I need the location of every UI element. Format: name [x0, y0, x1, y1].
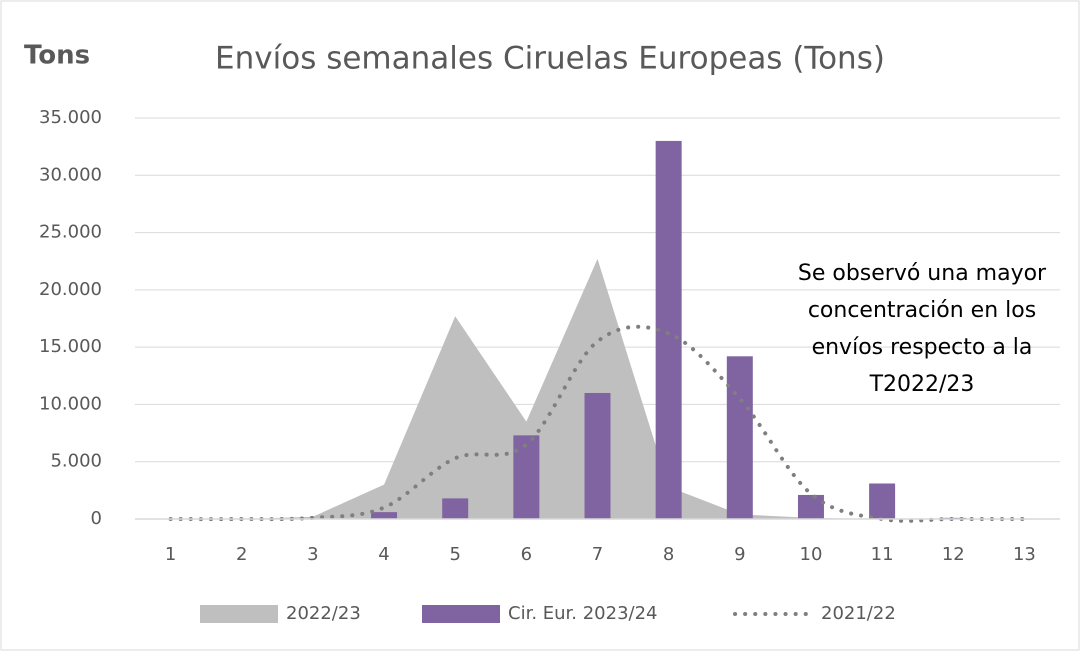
- annotation: concentración en los: [808, 298, 1036, 323]
- x-tick-label: 8: [663, 544, 674, 565]
- y-tick-label: 20.000: [39, 279, 102, 300]
- chart-title: Envíos semanales Ciruelas Europeas (Tons…: [215, 41, 885, 77]
- y-axis-label: Tons: [24, 41, 90, 71]
- x-tick-label: 13: [1013, 544, 1036, 565]
- legend-label: 2021/22: [821, 603, 896, 624]
- y-tick-label: 5.000: [50, 451, 102, 472]
- x-tick-label: 1: [165, 544, 176, 565]
- legend-swatch: [200, 605, 278, 623]
- x-tick-label: 2: [236, 544, 247, 565]
- legend-label: 2022/23: [286, 603, 361, 624]
- x-tick-label: 12: [942, 544, 965, 565]
- y-tick-label: 15.000: [39, 336, 102, 357]
- legend-swatch: [422, 605, 500, 623]
- legend-label: Cir. Eur. 2023/24: [508, 603, 658, 624]
- bar: [371, 512, 398, 519]
- x-tick-label: 4: [378, 544, 389, 565]
- x-tick-label: 7: [592, 544, 603, 565]
- annotation: envíos respecto a la: [812, 335, 1033, 360]
- y-tick-label: 35.000: [39, 107, 102, 128]
- annotation: T2022/23: [869, 372, 975, 397]
- x-tick-label: 11: [871, 544, 894, 565]
- y-tick-label: 25.000: [39, 222, 102, 243]
- area: [170, 258, 1025, 519]
- bar: [726, 356, 753, 519]
- y-tick-label: 30.000: [39, 164, 102, 185]
- x-tick-label: 10: [800, 544, 823, 565]
- y-tick-label: 0: [91, 508, 102, 529]
- bar: [513, 435, 540, 519]
- y-tick-label: 10.000: [39, 393, 102, 414]
- x-tick-label: 5: [449, 544, 460, 565]
- bar: [797, 494, 824, 519]
- x-tick-label: 3: [307, 544, 318, 565]
- bar: [869, 483, 896, 519]
- x-tick-label: 9: [734, 544, 745, 565]
- bar: [584, 392, 611, 519]
- annotation: Se observó una mayor: [798, 261, 1047, 286]
- x-tick-label: 6: [521, 544, 532, 565]
- bar: [442, 498, 469, 519]
